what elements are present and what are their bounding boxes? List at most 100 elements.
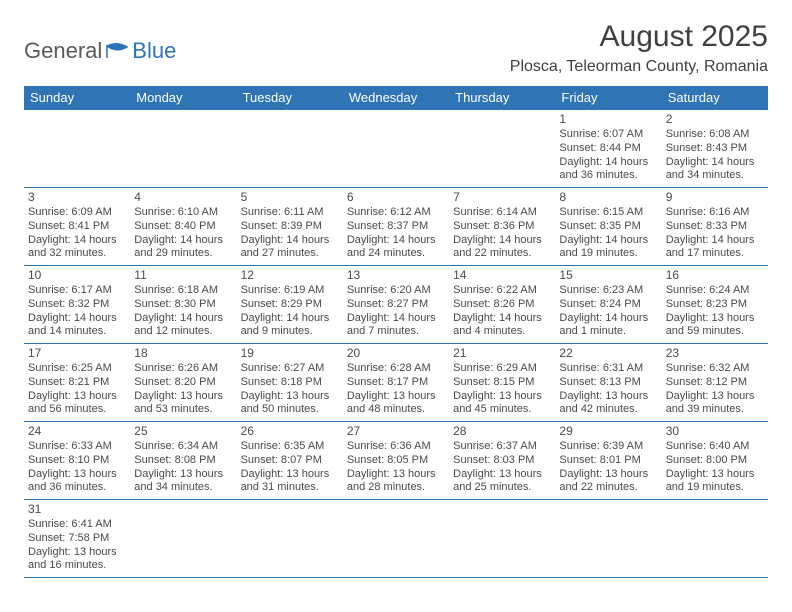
header: General Blue August 2025 Plosca, Teleorm… (24, 20, 768, 76)
sunrise-text: Sunrise: 6:23 AM (559, 284, 657, 298)
daylight-text: Daylight: 13 hours and 19 minutes. (666, 468, 764, 496)
day-number: 22 (559, 346, 657, 361)
sunset-text: Sunset: 8:20 PM (134, 376, 232, 390)
sunset-text: Sunset: 8:15 PM (453, 376, 551, 390)
day-number: 17 (28, 346, 126, 361)
sunrise-text: Sunrise: 6:22 AM (453, 284, 551, 298)
month-title: August 2025 (510, 20, 768, 54)
daylight-text: Daylight: 14 hours and 36 minutes. (559, 156, 657, 184)
sunset-text: Sunset: 8:07 PM (241, 454, 339, 468)
daylight-text: Daylight: 13 hours and 28 minutes. (347, 468, 445, 496)
sunrise-text: Sunrise: 6:19 AM (241, 284, 339, 298)
sunrise-text: Sunrise: 6:26 AM (134, 362, 232, 376)
calendar-cell (449, 500, 555, 578)
daylight-text: Daylight: 14 hours and 7 minutes. (347, 312, 445, 340)
calendar-cell: 16Sunrise: 6:24 AMSunset: 8:23 PMDayligh… (662, 266, 768, 344)
sunset-text: Sunset: 8:13 PM (559, 376, 657, 390)
day-number: 28 (453, 424, 551, 439)
sunset-text: Sunset: 7:58 PM (28, 532, 126, 546)
sunset-text: Sunset: 8:40 PM (134, 220, 232, 234)
calendar-header-row: Sunday Monday Tuesday Wednesday Thursday… (24, 86, 768, 110)
sunset-text: Sunset: 8:39 PM (241, 220, 339, 234)
sunrise-text: Sunrise: 6:14 AM (453, 206, 551, 220)
calendar-cell: 24Sunrise: 6:33 AMSunset: 8:10 PMDayligh… (24, 422, 130, 500)
daylight-text: Daylight: 13 hours and 59 minutes. (666, 312, 764, 340)
day-number: 16 (666, 268, 764, 283)
weekday-header: Tuesday (237, 86, 343, 110)
sunset-text: Sunset: 8:43 PM (666, 142, 764, 156)
day-number: 5 (241, 190, 339, 205)
sunrise-text: Sunrise: 6:40 AM (666, 440, 764, 454)
calendar-cell: 22Sunrise: 6:31 AMSunset: 8:13 PMDayligh… (555, 344, 661, 422)
sunrise-text: Sunrise: 6:41 AM (28, 518, 126, 532)
weekday-header: Monday (130, 86, 236, 110)
logo-text-blue: Blue (132, 38, 176, 64)
day-number: 10 (28, 268, 126, 283)
sunrise-text: Sunrise: 6:20 AM (347, 284, 445, 298)
sunrise-text: Sunrise: 6:29 AM (453, 362, 551, 376)
calendar-cell: 29Sunrise: 6:39 AMSunset: 8:01 PMDayligh… (555, 422, 661, 500)
calendar-cell: 5Sunrise: 6:11 AMSunset: 8:39 PMDaylight… (237, 188, 343, 266)
daylight-text: Daylight: 13 hours and 36 minutes. (28, 468, 126, 496)
sunset-text: Sunset: 8:24 PM (559, 298, 657, 312)
weekday-header: Friday (555, 86, 661, 110)
sunset-text: Sunset: 8:01 PM (559, 454, 657, 468)
sunrise-text: Sunrise: 6:24 AM (666, 284, 764, 298)
sunset-text: Sunset: 8:33 PM (666, 220, 764, 234)
sunrise-text: Sunrise: 6:09 AM (28, 206, 126, 220)
calendar-cell (130, 110, 236, 188)
day-number: 18 (134, 346, 232, 361)
sunrise-text: Sunrise: 6:10 AM (134, 206, 232, 220)
daylight-text: Daylight: 14 hours and 24 minutes. (347, 234, 445, 262)
logo: General Blue (24, 38, 176, 64)
day-number: 13 (347, 268, 445, 283)
daylight-text: Daylight: 14 hours and 22 minutes. (453, 234, 551, 262)
calendar-table: Sunday Monday Tuesday Wednesday Thursday… (24, 86, 768, 578)
calendar-week-row: 3Sunrise: 6:09 AMSunset: 8:41 PMDaylight… (24, 188, 768, 266)
calendar-week-row: 10Sunrise: 6:17 AMSunset: 8:32 PMDayligh… (24, 266, 768, 344)
sunset-text: Sunset: 8:17 PM (347, 376, 445, 390)
daylight-text: Daylight: 14 hours and 1 minute. (559, 312, 657, 340)
sunset-text: Sunset: 8:08 PM (134, 454, 232, 468)
sunset-text: Sunset: 8:35 PM (559, 220, 657, 234)
daylight-text: Daylight: 13 hours and 56 minutes. (28, 390, 126, 418)
calendar-cell (24, 110, 130, 188)
calendar-cell: 1Sunrise: 6:07 AMSunset: 8:44 PMDaylight… (555, 110, 661, 188)
daylight-text: Daylight: 14 hours and 12 minutes. (134, 312, 232, 340)
day-number: 29 (559, 424, 657, 439)
day-number: 23 (666, 346, 764, 361)
sunset-text: Sunset: 8:26 PM (453, 298, 551, 312)
logo-text-general: General (24, 38, 102, 64)
calendar-cell: 31Sunrise: 6:41 AMSunset: 7:58 PMDayligh… (24, 500, 130, 578)
sunrise-text: Sunrise: 6:35 AM (241, 440, 339, 454)
day-number: 31 (28, 502, 126, 517)
daylight-text: Daylight: 14 hours and 9 minutes. (241, 312, 339, 340)
day-number: 20 (347, 346, 445, 361)
calendar-cell: 28Sunrise: 6:37 AMSunset: 8:03 PMDayligh… (449, 422, 555, 500)
calendar-cell: 9Sunrise: 6:16 AMSunset: 8:33 PMDaylight… (662, 188, 768, 266)
calendar-cell: 6Sunrise: 6:12 AMSunset: 8:37 PMDaylight… (343, 188, 449, 266)
calendar-cell: 23Sunrise: 6:32 AMSunset: 8:12 PMDayligh… (662, 344, 768, 422)
location: Plosca, Teleorman County, Romania (510, 58, 768, 76)
daylight-text: Daylight: 13 hours and 53 minutes. (134, 390, 232, 418)
daylight-text: Daylight: 13 hours and 22 minutes. (559, 468, 657, 496)
calendar-cell (662, 500, 768, 578)
calendar-cell: 19Sunrise: 6:27 AMSunset: 8:18 PMDayligh… (237, 344, 343, 422)
day-number: 1 (559, 112, 657, 127)
sunset-text: Sunset: 8:41 PM (28, 220, 126, 234)
calendar-cell: 30Sunrise: 6:40 AMSunset: 8:00 PMDayligh… (662, 422, 768, 500)
calendar-cell: 7Sunrise: 6:14 AMSunset: 8:36 PMDaylight… (449, 188, 555, 266)
day-number: 6 (347, 190, 445, 205)
sunset-text: Sunset: 8:03 PM (453, 454, 551, 468)
calendar-cell: 17Sunrise: 6:25 AMSunset: 8:21 PMDayligh… (24, 344, 130, 422)
weekday-header: Thursday (449, 86, 555, 110)
sunset-text: Sunset: 8:05 PM (347, 454, 445, 468)
daylight-text: Daylight: 13 hours and 39 minutes. (666, 390, 764, 418)
sunrise-text: Sunrise: 6:33 AM (28, 440, 126, 454)
daylight-text: Daylight: 14 hours and 34 minutes. (666, 156, 764, 184)
calendar-cell (555, 500, 661, 578)
calendar-cell (343, 110, 449, 188)
sunset-text: Sunset: 8:18 PM (241, 376, 339, 390)
calendar-cell: 2Sunrise: 6:08 AMSunset: 8:43 PMDaylight… (662, 110, 768, 188)
calendar-cell (343, 500, 449, 578)
